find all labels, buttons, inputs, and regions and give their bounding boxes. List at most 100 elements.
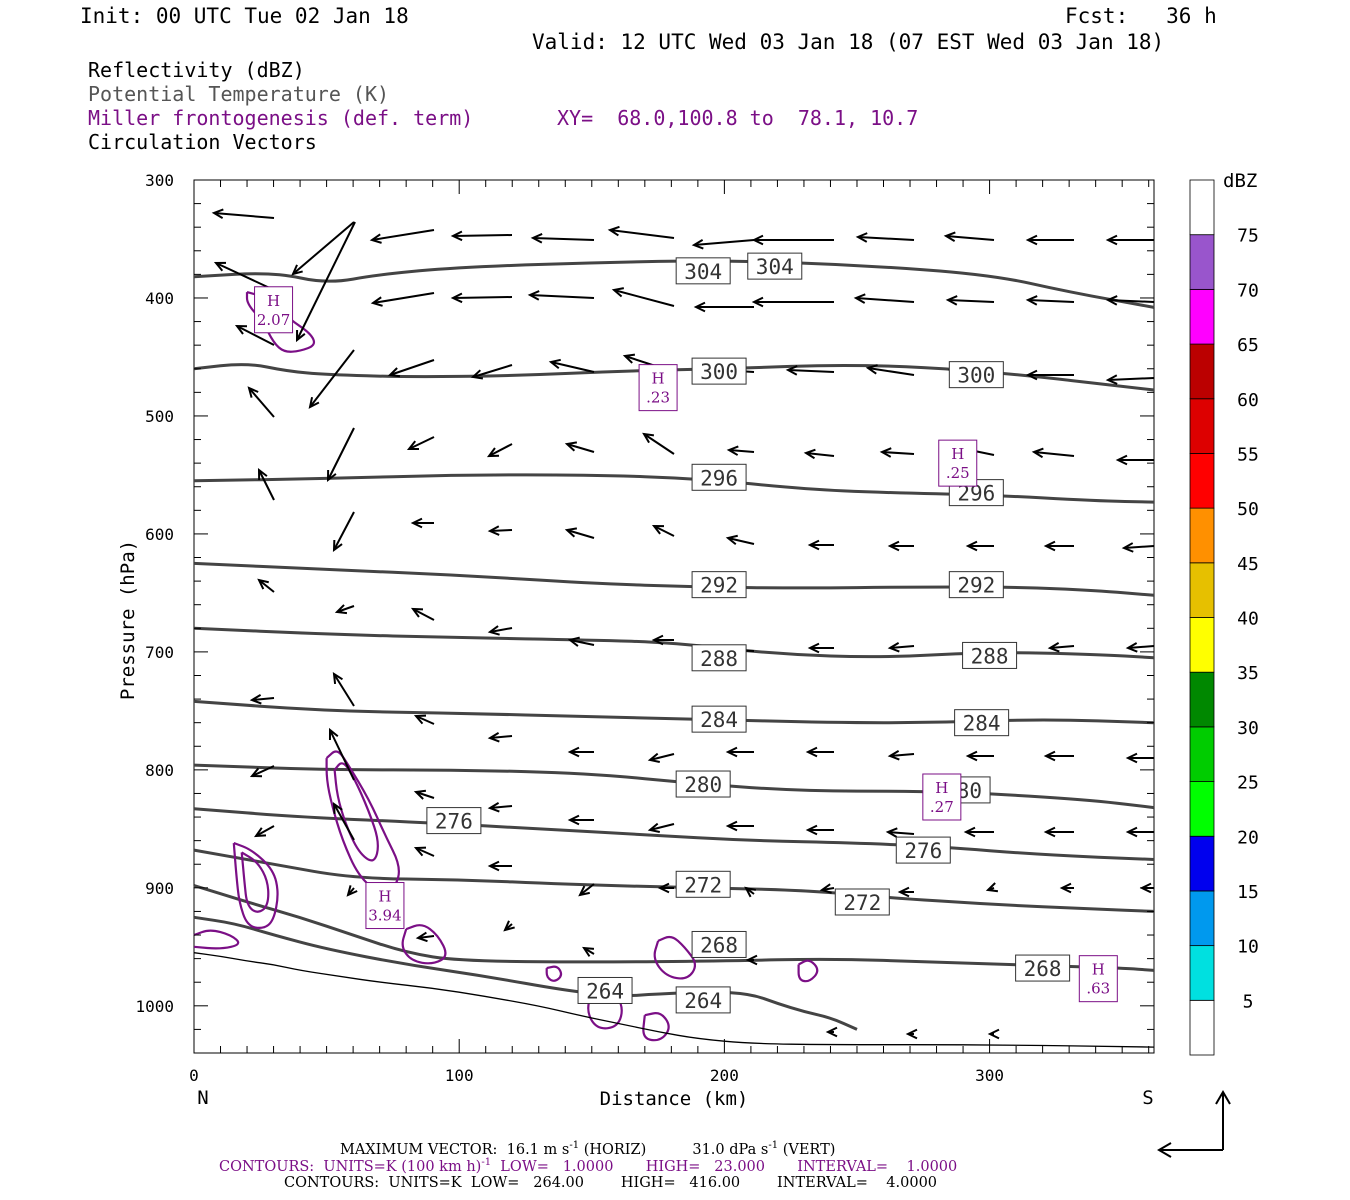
colorbar-swatch (1189, 234, 1215, 290)
circulation-vector (785, 365, 835, 376)
theta-label-300: 300 (691, 357, 747, 385)
circulation-vector (657, 882, 674, 894)
colorbar-label: 25 (1237, 773, 1259, 794)
svg-text:.63: .63 (1086, 980, 1110, 998)
svg-text:276: 276 (904, 839, 942, 863)
y-axis-label: Pressure (hPa) (117, 540, 139, 700)
svg-text:H: H (652, 370, 665, 388)
svg-text:H: H (267, 292, 280, 310)
circulation-vector (725, 746, 754, 758)
svg-text:288: 288 (700, 647, 738, 671)
colorbar-swatch (1189, 453, 1215, 509)
svg-text:268: 268 (1024, 957, 1062, 981)
init-time: Init: 00 UTC Tue 02 Jan 18 (80, 4, 409, 28)
svg-text:H: H (951, 445, 964, 463)
circulation-vector (887, 540, 914, 552)
y-tick-label: 400 (145, 289, 174, 308)
svg-text:304: 304 (756, 255, 794, 279)
svg-text:272: 272 (843, 891, 881, 915)
circulation-vector (410, 517, 434, 529)
circulation-vector (1043, 540, 1074, 552)
circulation-vector (879, 447, 915, 458)
circulation-vector (647, 752, 675, 764)
circulation-vector (406, 436, 435, 451)
theta-contour-300 (193, 363, 1155, 392)
circulation-vector (486, 443, 513, 458)
colorbar-label: 65 (1237, 335, 1259, 356)
circulation-vector (642, 432, 675, 455)
forecast-hour: Fcst: 36 h (1065, 4, 1217, 28)
x-tick-label: 0 (189, 1066, 199, 1085)
svg-text:292: 292 (957, 574, 995, 598)
circulation-vector (1121, 542, 1155, 553)
circulation-vector (234, 324, 275, 346)
colorbar-label: 75 (1237, 226, 1259, 247)
y-tick-label: 600 (145, 525, 174, 544)
circulation-vector (647, 822, 675, 834)
svg-text:288: 288 (971, 644, 1009, 668)
circulation-vector (413, 714, 435, 725)
circulation-vector (803, 448, 835, 460)
y-tick-label: 800 (145, 761, 174, 780)
circulation-vector (253, 825, 275, 838)
circulation-vector (257, 467, 275, 501)
colorbar-label: 45 (1237, 554, 1259, 575)
circulation-vector (487, 731, 513, 743)
circulation-vector (865, 364, 915, 376)
circulation-vector (487, 525, 513, 536)
circulation-vector (905, 1028, 918, 1040)
circulation-vector (470, 364, 513, 380)
theta-label-284: 284 (691, 705, 747, 733)
circulation-vector (965, 750, 994, 762)
circulation-vector (751, 296, 834, 308)
legend-vectors: Circulation Vectors (88, 130, 317, 154)
frontogenesis-contour (401, 924, 447, 965)
frontogenesis-max: H.25 (938, 439, 978, 487)
fronto-contour-info: CONTOURS: UNITS=K (100 km h)-1 LOW= 1.00… (219, 1157, 958, 1175)
circulation-vector (725, 820, 754, 832)
circulation-vector (943, 231, 995, 242)
circulation-vector (725, 534, 755, 546)
theta-label-276: 276 (895, 836, 951, 864)
x-axis-label: Distance (km) (600, 1088, 749, 1110)
circulation-vector (885, 827, 915, 838)
colorbar-unit: dBZ (1223, 170, 1257, 192)
circulation-vector (987, 1028, 1000, 1040)
frontogenesis-max: H2.07 (254, 286, 294, 334)
frontogenesis-max: H.27 (922, 773, 962, 821)
svg-text:272: 272 (684, 873, 722, 897)
frontogenesis-contour (545, 965, 563, 982)
circulation-vector (257, 578, 275, 593)
colorbar-label: 30 (1237, 718, 1259, 739)
x-tick-label: 200 (710, 1066, 739, 1085)
circulation-vector (985, 882, 999, 893)
svg-text:296: 296 (700, 466, 738, 490)
circulation-vector (607, 225, 675, 239)
svg-text:268: 268 (700, 933, 738, 957)
legend-reflectivity: Reflectivity (dBZ) (88, 58, 305, 82)
circulation-vector (751, 234, 834, 246)
colorbar-swatch (1189, 726, 1215, 782)
circulation-vector (1059, 882, 1074, 894)
circulation-vector (855, 232, 915, 243)
circulation-vector (578, 883, 595, 897)
y-tick-label: 1000 (135, 997, 174, 1016)
colorbar-swatch (1189, 288, 1215, 345)
circulation-vector (346, 885, 358, 897)
circulation-vector (1105, 374, 1155, 385)
theta-contour-268 (193, 884, 1155, 972)
frontogenesis-max: H.63 (1078, 955, 1118, 1003)
circulation-vector (332, 801, 355, 841)
svg-text:300: 300 (957, 364, 995, 388)
circulation-vector (291, 221, 355, 276)
frontogenesis-contour (642, 1012, 670, 1042)
colorbar-swatch (1189, 562, 1215, 618)
theta-label-272: 272 (834, 888, 890, 916)
circulation-vector (410, 607, 435, 621)
colorbar-label: 35 (1237, 663, 1259, 684)
circulation-vector (1115, 454, 1154, 466)
circulation-vector (1047, 642, 1075, 653)
theta-label-300: 300 (948, 361, 1004, 389)
circulation-vector (567, 746, 594, 758)
circulation-vector (745, 954, 758, 966)
